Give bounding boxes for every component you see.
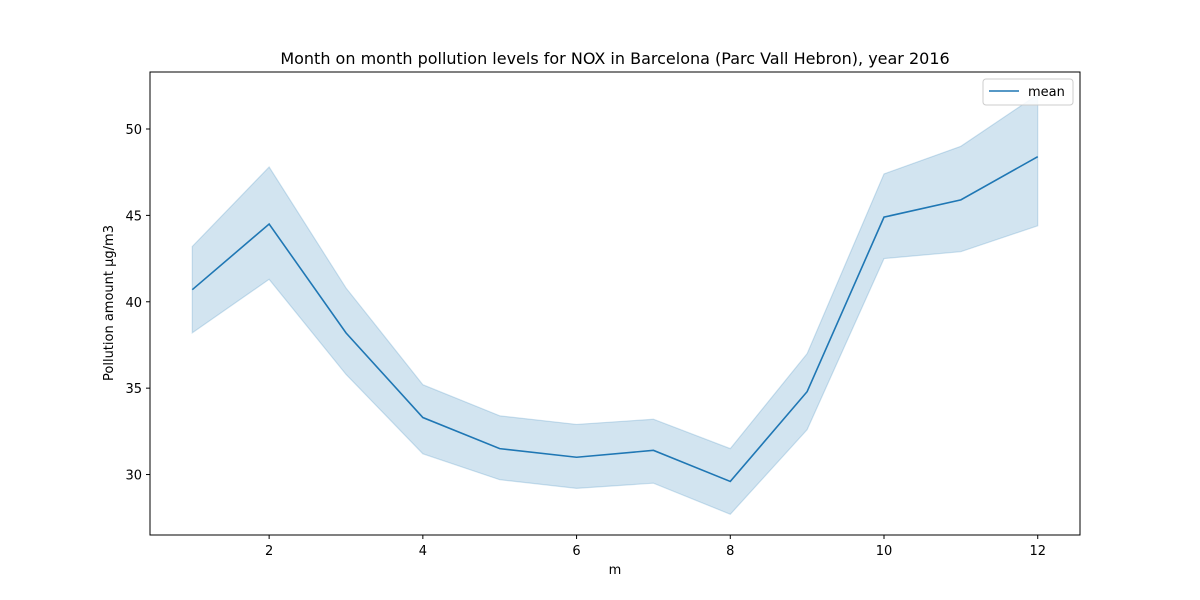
y-axis-label: Pollution amount µg/m3 [102,225,117,381]
x-axis: 2 4 6 8 10 12 [265,535,1046,559]
legend: mean [982,78,1074,106]
series-line-mean [191,155,1039,483]
x-tick-label: 8 [726,544,734,559]
x-axis-label: m [609,563,622,578]
axes-frame [149,71,1081,536]
y-tick-label: 45 [125,209,142,224]
x-tick-label: 10 [876,544,893,559]
y-tick-label: 40 [125,296,142,311]
y-tick-label: 35 [125,382,142,397]
x-tick-label: 12 [1029,544,1046,559]
chart-title: Month on month pollution levels for NOX … [280,49,949,68]
x-tick-label: 2 [265,544,273,559]
y-axis: 30 35 40 45 50 [125,123,150,484]
y-tick-label: 50 [125,123,142,138]
legend-label-mean: mean [1028,85,1065,100]
x-tick-label: 6 [572,544,580,559]
y-tick-label: 30 [125,469,142,484]
confidence-band-mean [191,93,1039,515]
legend-box [982,78,1074,106]
plot-area [191,93,1039,515]
x-tick-label: 4 [419,544,427,559]
